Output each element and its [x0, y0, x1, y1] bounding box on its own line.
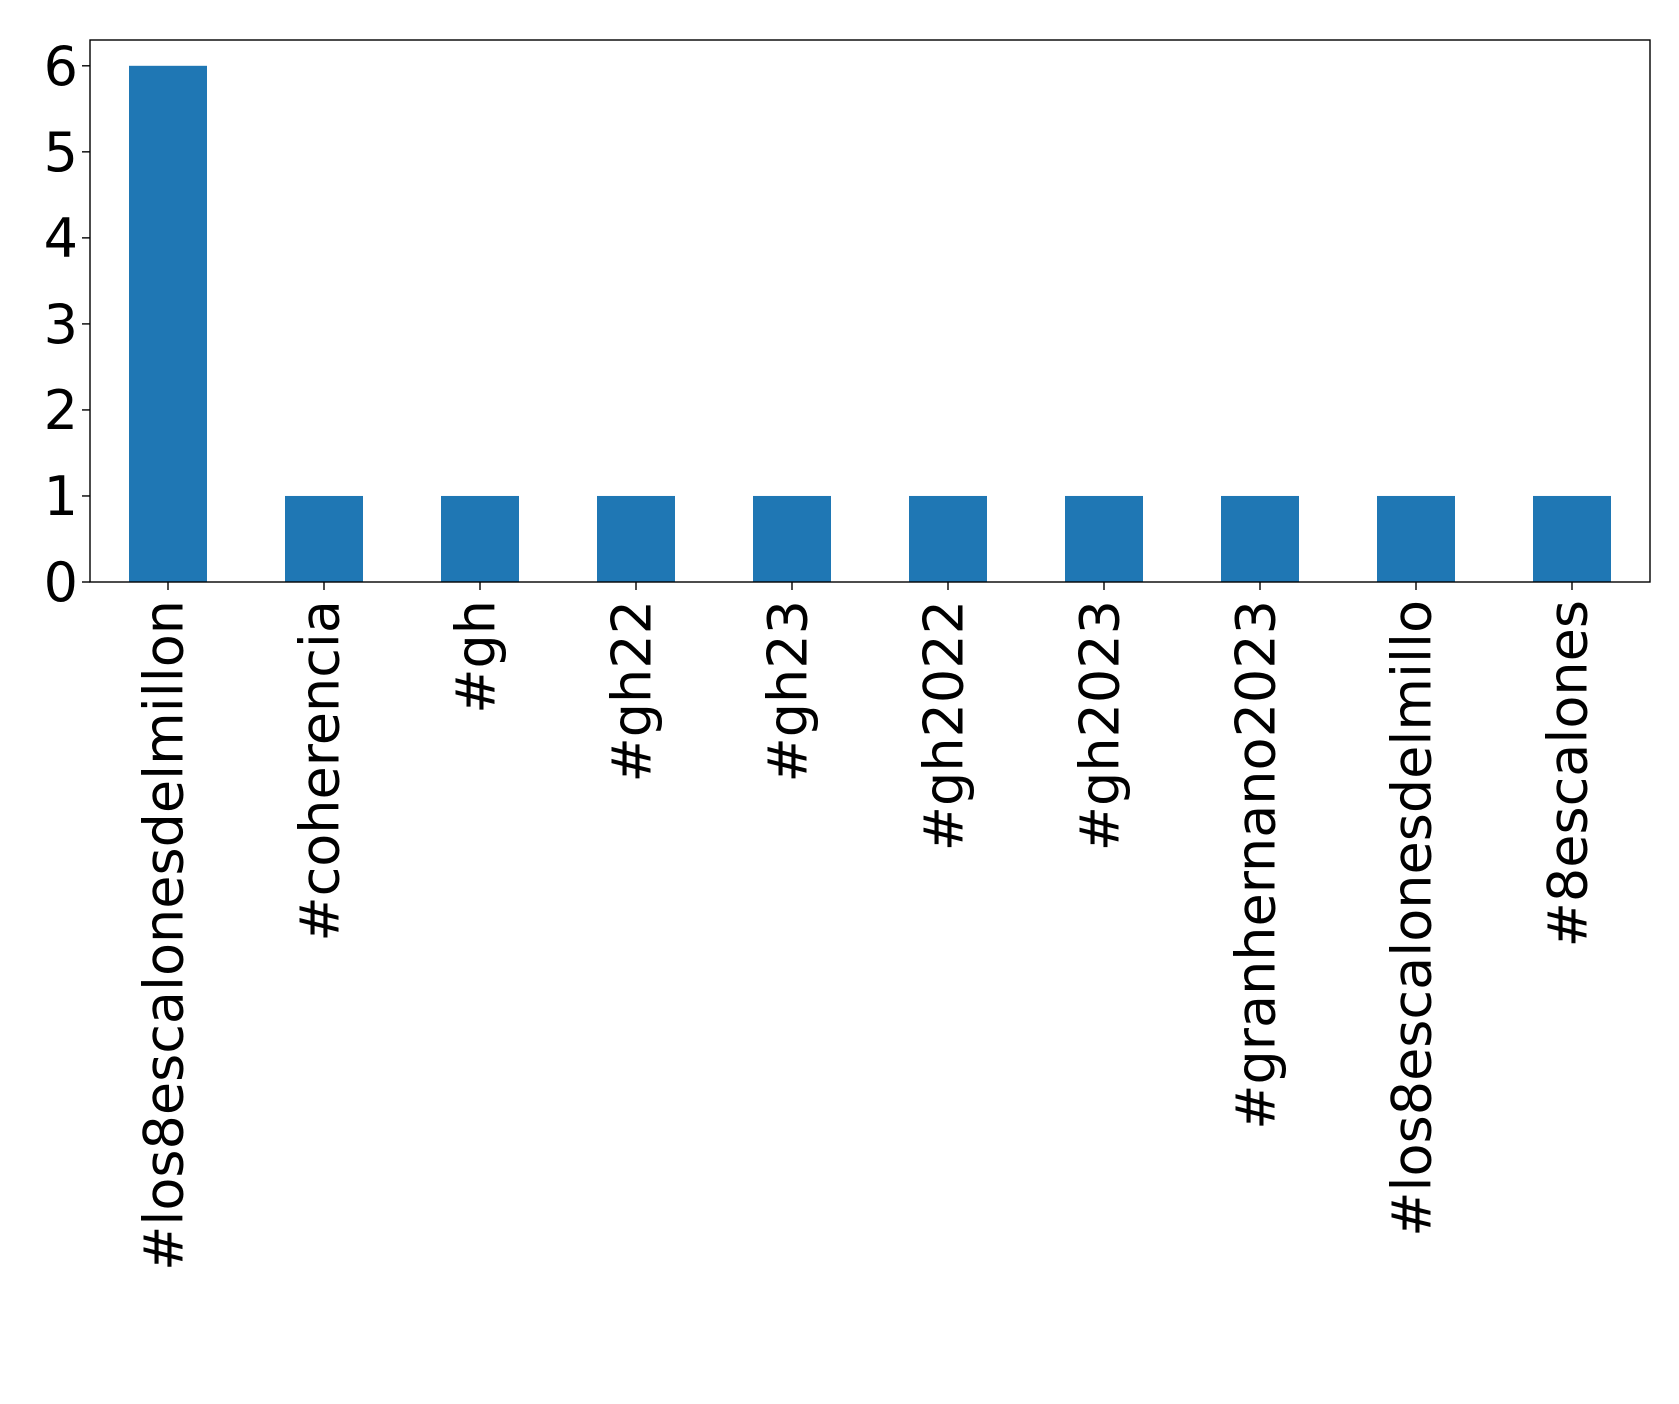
y-tick-label: 2: [44, 379, 78, 442]
bars-layer: [129, 65, 1611, 583]
y-tick-label: 5: [44, 121, 78, 184]
x-tick-label: #gh23: [757, 600, 820, 782]
x-tick-label: #8escalones: [1537, 600, 1600, 947]
bar-8: [1377, 495, 1455, 582]
x-tick-label: #gh2022: [913, 600, 976, 851]
x-axis: #los8escalonesdelmillon #coherencia #gh #gh…: [133, 582, 1600, 1271]
bar-1: [285, 495, 363, 582]
x-tick-label: #coherencia: [289, 600, 352, 942]
x-tick-label: #gh22: [601, 600, 664, 782]
bar-6: [1065, 495, 1143, 582]
plot-frame: [89, 39, 1651, 583]
bar-2: [441, 495, 519, 582]
bar-5: [909, 495, 987, 582]
y-tick-label: 4: [44, 207, 78, 270]
bar-4: [753, 495, 831, 582]
y-tick-label: 6: [44, 35, 78, 98]
y-tick-label: 1: [44, 465, 78, 528]
x-tick-label: #gh: [445, 600, 508, 714]
y-tick-label: 0: [44, 551, 78, 614]
y-tick-label: 3: [44, 293, 78, 356]
x-tick-label: #los8escalonesdelmillo: [1381, 600, 1444, 1237]
y-axis: 0 1 2 3 4 5 6: [44, 35, 90, 614]
bar-3: [597, 495, 675, 582]
x-tick-label: #gh2023: [1069, 600, 1132, 851]
x-tick-label: #los8escalonesdelmillon: [133, 600, 196, 1271]
bar-7: [1221, 495, 1299, 582]
bar-0: [129, 65, 207, 583]
bar-9: [1533, 495, 1611, 582]
x-tick-label: #granhernano2023: [1225, 600, 1288, 1130]
